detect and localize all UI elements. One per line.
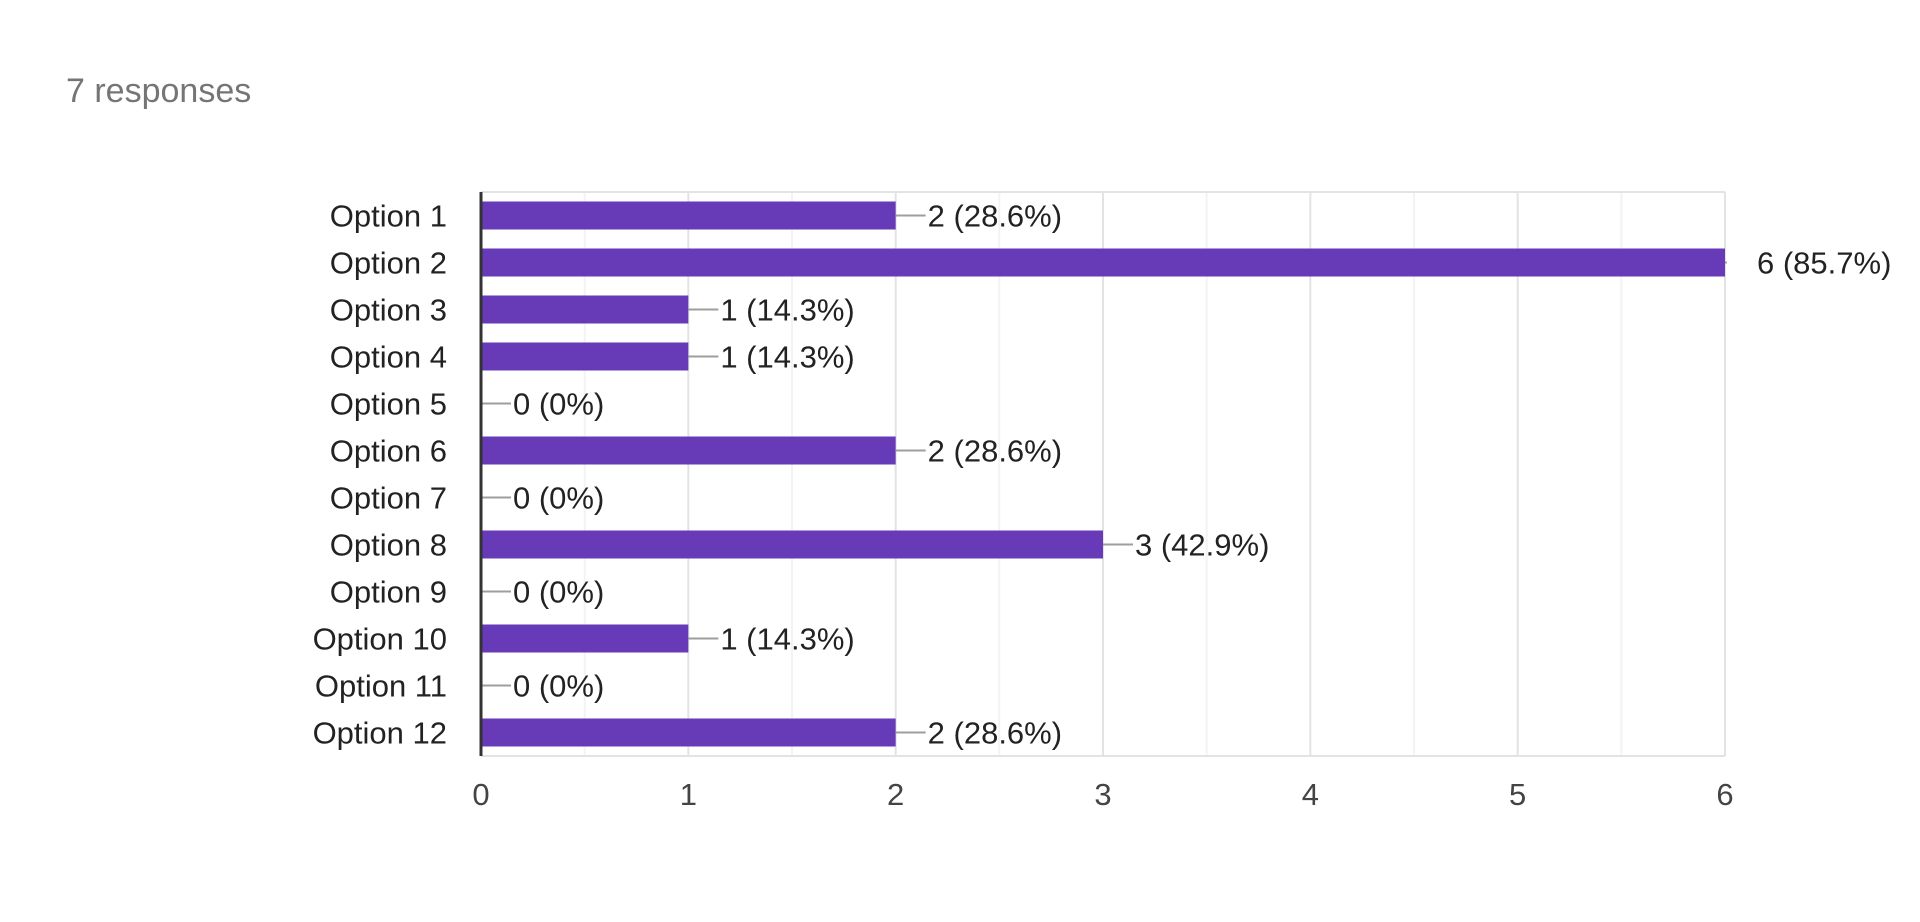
axes: 0 1 2 3 4 5 6 bbox=[472, 192, 1734, 812]
category-label: Option 1 bbox=[330, 199, 447, 234]
category-label: Option 5 bbox=[330, 387, 447, 422]
value-label: 0 (0%) bbox=[513, 669, 604, 704]
grid-lines bbox=[481, 191, 1726, 757]
value-label: 1 (14.3%) bbox=[720, 340, 854, 375]
bar bbox=[481, 436, 896, 465]
value-label: 6 (85.7%) bbox=[1757, 246, 1891, 281]
category-label: Option 6 bbox=[330, 434, 447, 469]
category-label: Option 10 bbox=[313, 622, 447, 657]
bar bbox=[481, 624, 689, 653]
value-label: 0 (0%) bbox=[513, 481, 604, 516]
bar bbox=[481, 718, 896, 747]
value-leader-lines bbox=[481, 214, 1727, 734]
value-label: 1 (14.3%) bbox=[720, 622, 854, 657]
bar bbox=[481, 248, 1725, 277]
value-label: 0 (0%) bbox=[513, 575, 604, 610]
response-count: 7 responses bbox=[66, 72, 252, 110]
category-label: Option 12 bbox=[313, 716, 447, 751]
bars bbox=[481, 201, 1725, 747]
value-label: 1 (14.3%) bbox=[720, 293, 854, 328]
category-label: Option 4 bbox=[330, 340, 447, 375]
x-tick-label: 0 bbox=[472, 777, 489, 812]
bar bbox=[481, 530, 1103, 559]
value-label: 2 (28.6%) bbox=[928, 434, 1062, 469]
value-label: 2 (28.6%) bbox=[928, 199, 1062, 234]
category-label: Option 3 bbox=[330, 293, 447, 328]
x-tick-label: 4 bbox=[1302, 777, 1319, 812]
x-tick-label: 6 bbox=[1716, 777, 1733, 812]
bar bbox=[481, 201, 896, 230]
value-label: 2 (28.6%) bbox=[928, 716, 1062, 751]
value-label: 3 (42.9%) bbox=[1135, 528, 1269, 563]
labels: 2 (28.6%) Option 1 6 (85.7%) Option 2 1 (14.… bbox=[313, 199, 1892, 751]
category-label: Option 2 bbox=[330, 246, 447, 281]
x-tick-label: 2 bbox=[887, 777, 904, 812]
category-label: Option 9 bbox=[330, 575, 447, 610]
category-label: Option 7 bbox=[330, 481, 447, 516]
x-tick-label: 5 bbox=[1509, 777, 1526, 812]
category-label: Option 8 bbox=[330, 528, 447, 563]
category-label: Option 11 bbox=[315, 669, 447, 704]
bar bbox=[481, 295, 689, 324]
x-tick-label: 1 bbox=[680, 777, 697, 812]
bar bbox=[481, 342, 689, 371]
value-label: 0 (0%) bbox=[513, 387, 604, 422]
x-tick-label: 3 bbox=[1094, 777, 1111, 812]
